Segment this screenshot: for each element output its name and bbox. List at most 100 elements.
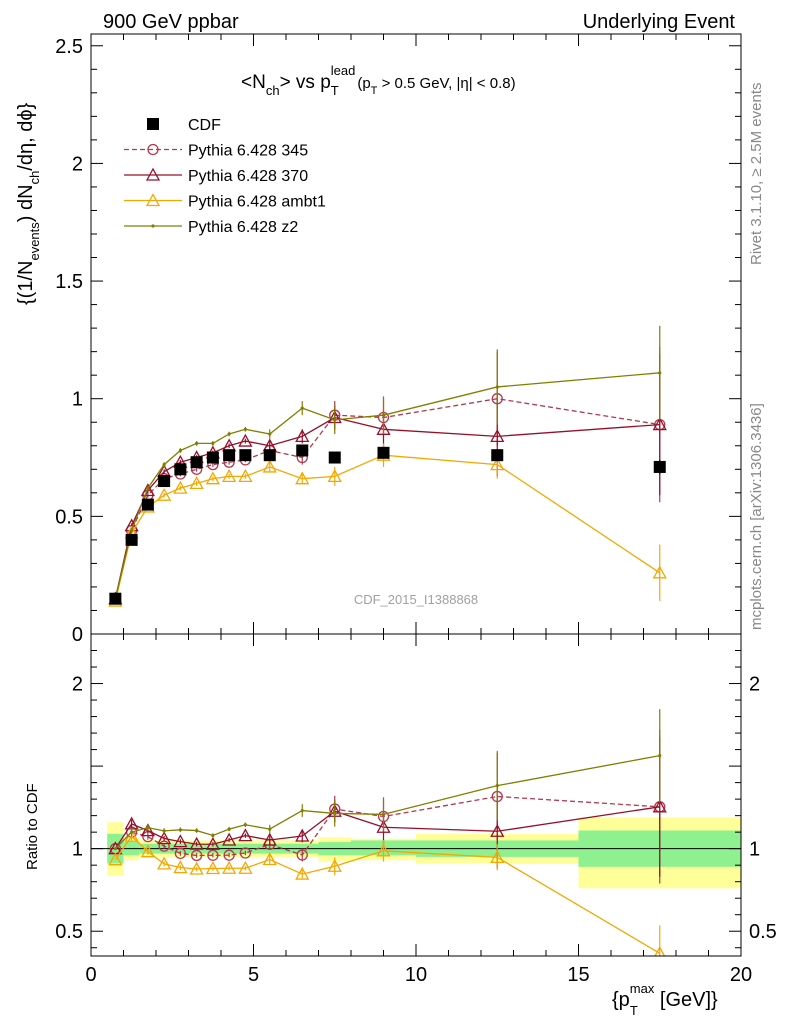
data-point-pythia-6-428-z2 [381,413,386,417]
data-point-cdf [377,446,390,459]
ratio-point-pythia-6-428-370 [157,831,172,845]
ratio-y-tick-label: 1 [72,839,83,861]
x-axis-label: {pTmax [GeV]} [612,981,718,1018]
data-point-pythia-6-428-ambt1 [157,487,172,501]
ratio-y-tick-label-right: 2 [749,674,760,696]
ratio-point-pythia-6-428-z2 [333,811,337,816]
side-label-bottom: mcplots.cern.ch [arXiv:1306.3436] [748,403,765,630]
ratio-point-pythia-6-428-345 [239,847,252,859]
data-point-cdf [174,463,187,476]
data-point-pythia-6-428-z2 [243,427,247,431]
ratio-point-pythia-6-428-370 [376,819,391,833]
ratio-point-pythia-6-428-ambt1 [108,852,123,866]
y-tick-label: 2.5 [55,36,83,58]
data-point-pythia-6-428-z2 [211,441,215,446]
ratio-point-pythia-6-428-z2 [268,827,272,831]
ratio-point-pythia-6-428-370 [205,836,220,850]
data-point-pythia-6-428-ambt1 [222,468,237,483]
data-point-pythia-6-428-370 [295,428,310,443]
legend-marker-pythia-6-428-370 [145,167,161,181]
data-point-pythia-6-428-z2 [333,418,337,422]
x-tick-label: 5 [248,964,259,986]
data-point-pythia-6-428-ambt1 [490,457,505,471]
data-point-pythia-6-428-z2 [178,448,182,453]
ratio-point-pythia-6-428-ambt1 [376,843,391,857]
ratio-point-pythia-6-428-345 [174,847,187,860]
ratio-point-pythia-6-428-z2 [658,754,662,758]
ratio-point-pythia-6-428-z2 [195,828,199,833]
ratio-y-tick-label: 0.5 [55,921,83,943]
data-point-cdf [141,498,154,511]
ratio-point-pythia-6-428-ambt1 [205,861,220,875]
data-point-pythia-6-428-ambt1 [295,471,310,485]
ratio-point-pythia-6-428-ambt1 [189,861,204,875]
x-tick-label: 10 [405,964,427,986]
data-point-pythia-6-428-ambt1 [205,471,220,485]
chart-title: <Nch> vs pTlead(pT > 0.5 GeV, |η| < 0.8) [241,63,516,98]
legend-marker-pythia-6-428-345 [147,143,159,156]
x-tick-label: 15 [567,964,589,986]
legend-marker-pythia-6-428-z2 [151,224,155,228]
data-point-cdf [109,592,122,605]
data-point-cdf [296,444,309,457]
data-point-pythia-6-428-ambt1 [652,565,667,579]
ratio-point-pythia-6-428-370 [652,799,667,813]
data-point-pythia-6-428-370 [376,421,391,435]
ratio-point-pythia-6-428-z2 [243,823,247,827]
ratio-point-pythia-6-428-ambt1 [327,858,342,872]
ratio-point-pythia-6-428-370 [222,832,237,846]
ratio-point-pythia-6-428-370 [262,832,277,846]
ratio-point-pythia-6-428-ambt1 [140,844,155,858]
ratio-point-pythia-6-428-z2 [381,812,386,816]
ratio-point-pythia-6-428-ambt1 [295,866,310,880]
ratio-point-pythia-6-428-ambt1 [654,945,666,956]
data-point-pythia-6-428-370 [490,428,505,443]
ratio-point-pythia-6-428-z2 [495,784,499,788]
ratio-point-pythia-6-428-345 [190,849,203,862]
ratio-point-pythia-6-428-ambt1 [238,860,253,874]
ratio-point-pythia-6-428-370 [490,823,505,837]
y-tick-label: 1 [72,389,83,411]
header-right: Underlying Event [583,11,736,33]
ratio-point-pythia-6-428-z2 [162,829,166,833]
ratio-point-pythia-6-428-z2 [113,847,117,851]
legend-label-cdf: CDF [188,117,221,134]
ratio-point-pythia-6-428-z2 [130,830,134,834]
ratio-point-pythia-6-428-345 [296,849,308,861]
ratio-point-pythia-6-428-z2 [211,833,215,838]
data-point-cdf [206,451,219,464]
data-point-pythia-6-428-z2 [300,406,304,410]
legend-label-pythia-6-428-z2: Pythia 6.428 z2 [188,219,298,236]
data-point-pythia-6-428-z2 [195,441,199,446]
data-point-pythia-6-428-ambt1 [327,468,342,483]
legend-label-pythia-6-428-ambt1: Pythia 6.428 ambt1 [188,194,326,211]
ratio-point-pythia-6-428-ambt1 [490,850,505,864]
ratio-point-pythia-6-428-345 [158,840,170,852]
data-point-pythia-6-428-z2 [162,462,166,467]
legend-label-pythia-6-428-345: Pythia 6.428 345 [188,143,308,160]
x-tick-label: 0 [85,964,96,986]
data-point-cdf [653,460,666,473]
y-tick-label: 0.5 [55,506,83,528]
ratio-point-pythia-6-428-ambt1 [173,860,188,874]
data-point-cdf [239,449,252,462]
ratio-point-pythia-6-428-z2 [146,826,150,830]
y-tick-label: 2 [72,153,83,175]
data-point-pythia-6-428-z2 [495,385,499,389]
data-point-pythia-6-428-ambt1 [238,468,253,483]
ratio-point-pythia-6-428-370 [140,823,155,837]
ratio-y-tick-label: 2 [72,674,83,696]
data-point-cdf [223,449,236,462]
legend-marker-cdf [147,118,159,130]
ratio-y-axis-label: Ratio to CDF [24,783,41,870]
data-point-pythia-6-428-ambt1 [189,476,204,490]
ratio-point-pythia-6-428-z2 [178,828,182,832]
data-point-cdf [190,456,203,469]
data-point-cdf [328,451,341,464]
ratio-point-pythia-6-428-ambt1 [157,856,172,870]
data-point-pythia-6-428-z2 [130,528,134,533]
data-point-pythia-6-428-ambt1 [262,459,277,473]
data-point-pythia-6-428-z2 [658,371,662,375]
ratio-point-pythia-6-428-z2 [227,827,231,831]
